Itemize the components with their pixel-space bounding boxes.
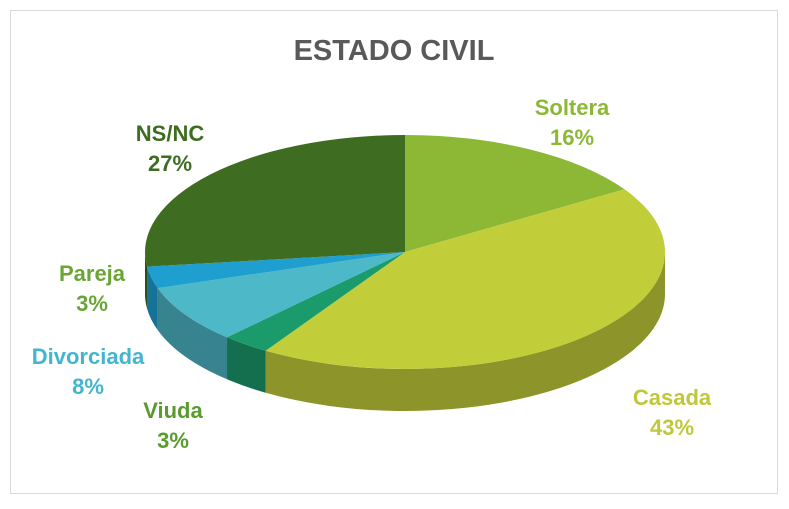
data-label: Divorciada 8% — [32, 344, 145, 399]
slice-side — [227, 337, 266, 393]
slice — [227, 252, 405, 351]
label-name: Soltera — [535, 95, 610, 120]
slice-side — [145, 252, 148, 309]
data-label: NS/NC 27% — [136, 121, 205, 176]
label-value: 27% — [148, 151, 192, 176]
slice — [265, 189, 666, 369]
label-name: NS/NC — [136, 121, 205, 146]
data-label: Pareja 3% — [59, 261, 126, 316]
label-name: Pareja — [59, 261, 126, 286]
label-name: Viuda — [143, 398, 203, 423]
slice — [157, 252, 405, 338]
slice-side — [157, 288, 228, 380]
slice — [405, 135, 625, 252]
data-label: Casada 43% — [633, 385, 712, 440]
data-label: Soltera 16% — [535, 95, 610, 150]
label-value: 8% — [72, 374, 104, 399]
slice — [147, 252, 405, 289]
slice-side — [147, 266, 158, 331]
label-value: 43% — [650, 415, 694, 440]
label-name: Divorciada — [32, 344, 145, 369]
data-label: Viuda 3% — [143, 398, 203, 453]
slice — [144, 135, 405, 267]
slice-side — [265, 252, 665, 411]
chart-title: ESTADO CIVIL — [294, 35, 495, 67]
label-value: 16% — [550, 125, 594, 150]
label-value: 3% — [76, 291, 108, 316]
label-value: 3% — [157, 428, 189, 453]
label-name: Casada — [633, 385, 712, 410]
